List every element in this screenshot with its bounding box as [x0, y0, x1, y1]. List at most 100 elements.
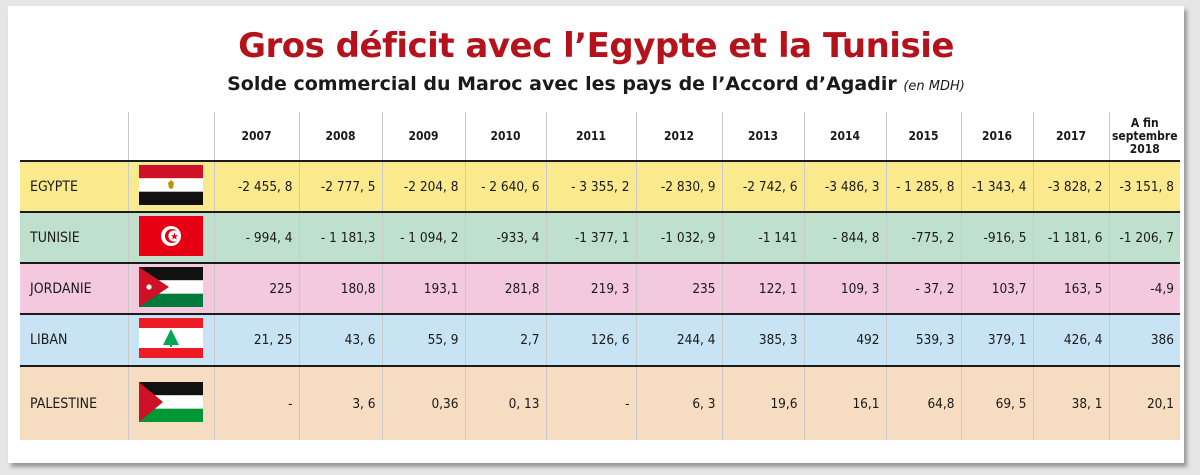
value-cell: 55, 9 — [382, 313, 466, 366]
flag-cell — [128, 160, 215, 212]
jordan-flag-icon — [139, 266, 203, 311]
egypt-flag-icon — [139, 164, 203, 209]
value-cell: 539, 3 — [886, 313, 962, 366]
header-row: 2007 2008 2009 2010 2011 2012 2013 2014 … — [20, 112, 1180, 161]
value-cell: - 37, 2 — [886, 262, 962, 314]
value-cell: 0,36 — [382, 365, 466, 440]
value-cell: -2 742, 6 — [722, 160, 805, 212]
value-cell: -2 204, 8 — [382, 160, 466, 212]
value-cell: 43, 6 — [299, 313, 383, 366]
value-cell: 219, 3 — [546, 262, 637, 314]
lebanon-flag-icon — [139, 318, 203, 362]
trade-balance-table: 2007 2008 2009 2010 2011 2012 2013 2014 … — [20, 112, 1180, 440]
value-cell: - 1 094, 2 — [382, 211, 466, 263]
value-cell: 122, 1 — [722, 262, 805, 314]
value-cell: - 844, 8 — [804, 211, 887, 263]
value-cell: 3, 6 — [299, 365, 383, 440]
value-cell: -933, 4 — [465, 211, 547, 263]
value-cell: - 3 355, 2 — [546, 160, 637, 212]
value-cell: 6, 3 — [636, 365, 723, 440]
header-year: 2007 — [214, 112, 300, 161]
value-cell: 0, 13 — [465, 365, 547, 440]
value-cell: 16,1 — [804, 365, 887, 440]
value-cell: 126, 6 — [546, 313, 637, 366]
header-year: 2009 — [382, 112, 466, 161]
header-year-2018-ytd: A fin septembre 2018 — [1111, 115, 1178, 156]
value-cell: - — [214, 365, 300, 440]
value-cell: -3 828, 2 — [1033, 160, 1110, 212]
header-year: 2017 — [1033, 112, 1110, 161]
header-year: 2012 — [636, 112, 723, 161]
flag-cell — [128, 211, 215, 263]
table-row: EGYPTE -2 455, 8 -2 777, 5 -2 204, 8- 2 640… — [20, 160, 1180, 212]
value-cell: 235 — [636, 262, 723, 314]
value-cell: 163, 5 — [1033, 262, 1110, 314]
value-cell: -1 181, 6 — [1033, 211, 1110, 263]
value-cell: 244, 4 — [636, 313, 723, 366]
value-cell: - 1 285, 8 — [886, 160, 962, 212]
value-cell: -1 343, 4 — [961, 160, 1034, 212]
value-cell: -775, 2 — [886, 211, 962, 263]
value-cell: - — [546, 365, 637, 440]
header-year: 2013 — [722, 112, 805, 161]
value-cell: -2 830, 9 — [636, 160, 723, 212]
header-year: 2014 — [804, 112, 887, 161]
value-cell: 19,6 — [722, 365, 805, 440]
unit-label: (en MDH) — [903, 79, 965, 94]
country-name: LIBAN — [20, 313, 129, 366]
header-flag — [128, 112, 215, 161]
flag-cell — [128, 262, 215, 314]
value-cell: -2 455, 8 — [214, 160, 300, 212]
chart-subtitle: Solde commercial du Maroc avec les pays … — [8, 73, 1184, 95]
value-cell: 281,8 — [465, 262, 547, 314]
value-cell: - 1 181,3 — [299, 211, 383, 263]
country-name: PALESTINE — [20, 365, 129, 440]
value-cell: 385, 3 — [722, 313, 805, 366]
country-name: EGYPTE — [20, 160, 129, 212]
subtitle-text: Solde commercial du Maroc avec les pays … — [227, 73, 897, 95]
flag-cell — [128, 365, 215, 440]
value-cell: 225 — [214, 262, 300, 314]
header-year: 2015 — [886, 112, 962, 161]
country-name: JORDANIE — [20, 262, 129, 314]
header-year: 2011 — [546, 112, 637, 161]
value-cell: 109, 3 — [804, 262, 887, 314]
value-cell: 38, 1 — [1033, 365, 1110, 440]
table-row: LIBAN 21, 25 43, 6 55, 9 2,7 126, 6 244, 4 385,… — [20, 313, 1180, 366]
value-cell: - 994, 4 — [214, 211, 300, 263]
value-cell: 180,8 — [299, 262, 383, 314]
value-cell: -1 032, 9 — [636, 211, 723, 263]
chart-title: Gros déficit avec l’Egypte et la Tunisie — [238, 26, 954, 66]
value-cell: 20,1 — [1109, 365, 1180, 440]
value-cell: 69, 5 — [961, 365, 1034, 440]
value-cell: 193,1 — [382, 262, 466, 314]
value-cell: 379, 1 — [961, 313, 1034, 366]
table-row: JORDANIE 225 180,8 193,1 281,8 219, 3 235 122, … — [20, 262, 1180, 314]
header-year: 2016 — [961, 112, 1034, 161]
value-cell: 21, 25 — [214, 313, 300, 366]
header-year: 2008 — [299, 112, 383, 161]
value-cell: -4,9 — [1109, 262, 1180, 314]
table-row: TUNISIE - 994, 4- 1 181,3- 1 094, 2 -933, … — [20, 211, 1180, 263]
value-cell: -1 377, 1 — [546, 211, 637, 263]
country-name: TUNISIE — [20, 211, 129, 263]
table-row: PALESTINE -3, 6 0,36 0, 13-6, 3 19,6 16,1 64,8… — [20, 365, 1180, 440]
value-cell: -1 141 — [722, 211, 805, 263]
value-cell: -916, 5 — [961, 211, 1034, 263]
value-cell: 103,7 — [961, 262, 1034, 314]
value-cell: -3 486, 3 — [804, 160, 887, 212]
value-cell: 64,8 — [886, 365, 962, 440]
header-year: 2010 — [465, 112, 547, 161]
value-cell: 492 — [804, 313, 887, 366]
header-country — [20, 112, 129, 161]
value-cell: -3 151, 8 — [1109, 160, 1180, 212]
palestine-flag-icon — [139, 381, 203, 426]
value-cell: 386 — [1109, 313, 1180, 366]
value-cell: 2,7 — [465, 313, 547, 366]
infographic-card: Gros déficit avec l’Egypte et la Tunisie… — [8, 6, 1184, 463]
tunisia-flag-icon — [139, 215, 203, 260]
value-cell: 426, 4 — [1033, 313, 1110, 366]
flag-cell — [128, 313, 215, 366]
value-cell: -1 206, 7 — [1109, 211, 1180, 263]
value-cell: - 2 640, 6 — [465, 160, 547, 212]
